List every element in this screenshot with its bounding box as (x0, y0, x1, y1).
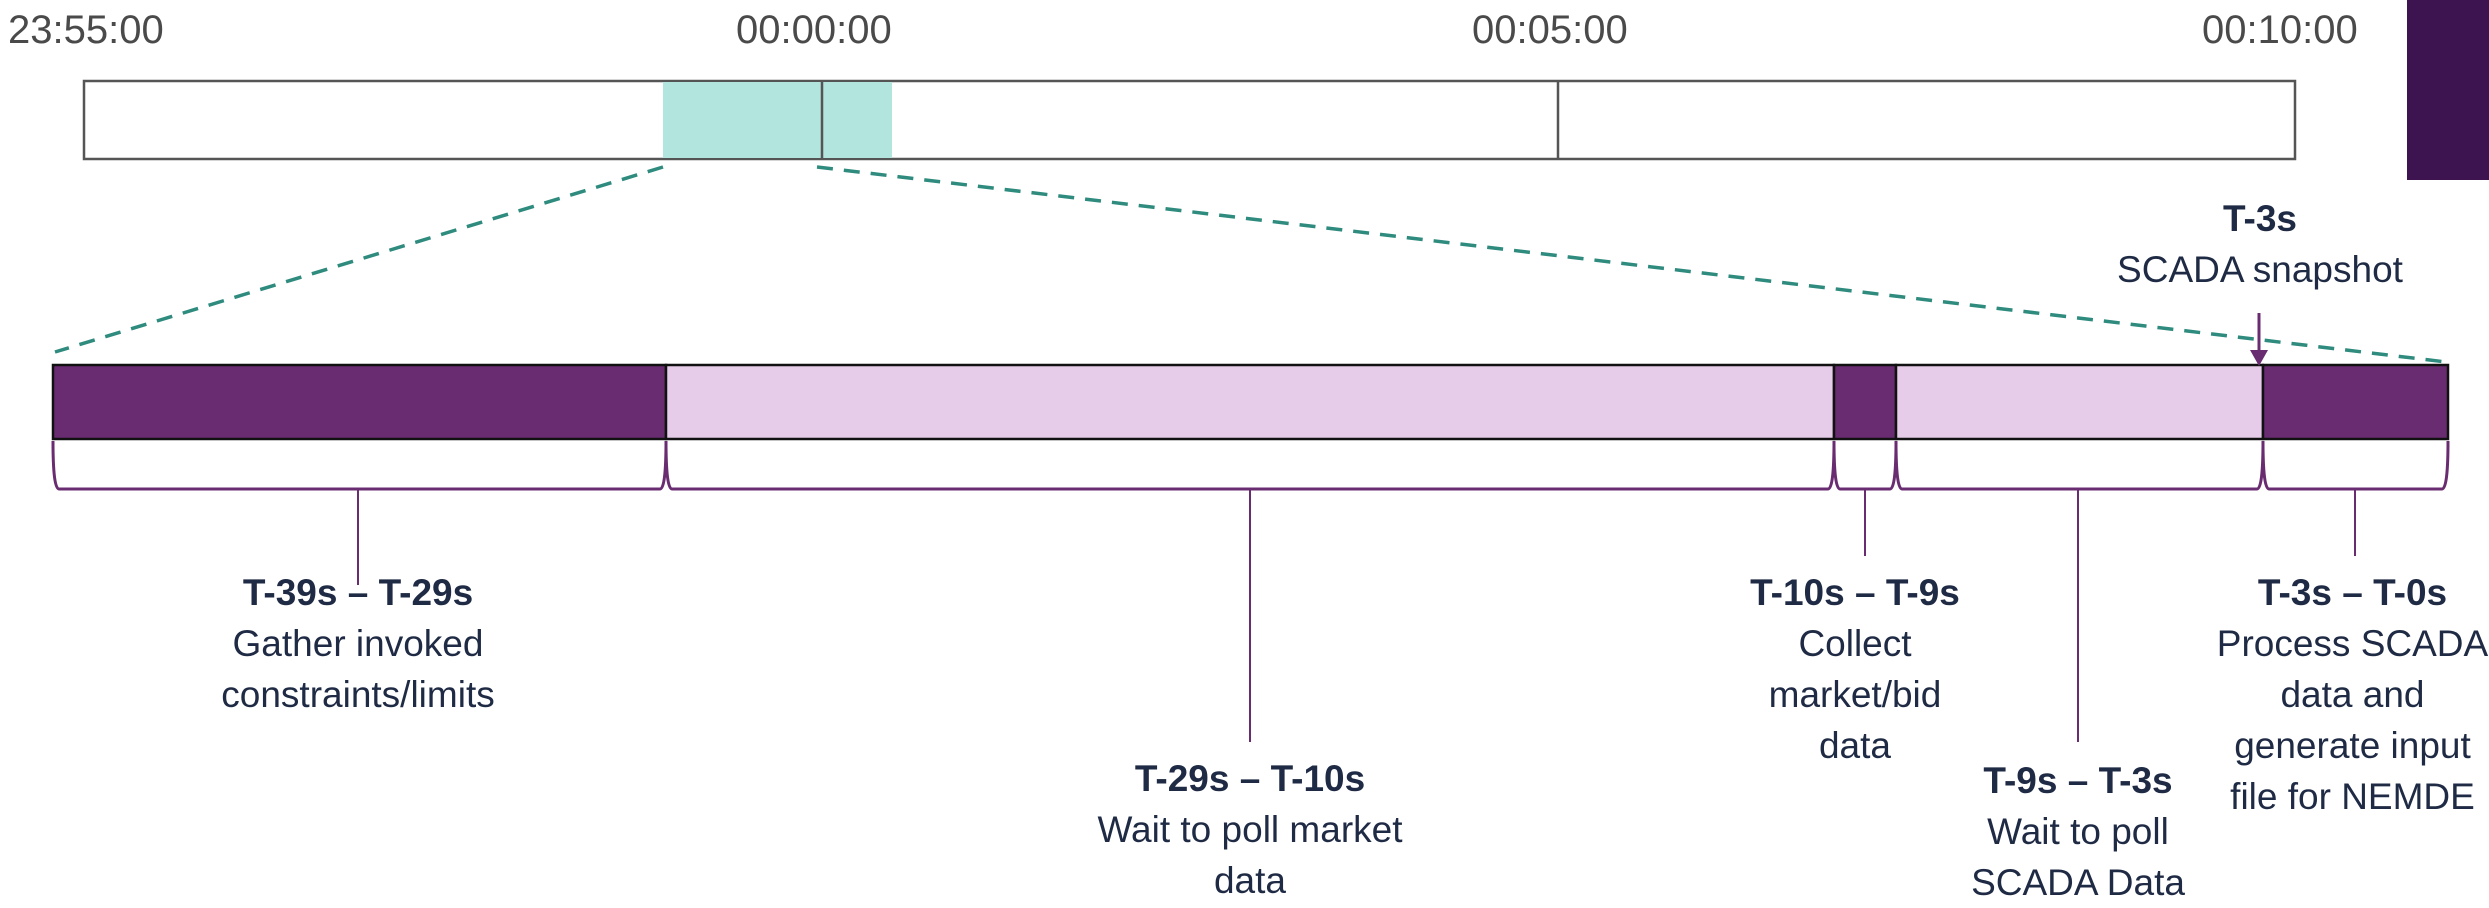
phase-range: T-3s – T-0s (2257, 572, 2448, 613)
bracket-2 (664, 440, 1836, 491)
snapshot-text: SCADA snapshot (2117, 249, 2403, 290)
phase-desc-line: generate input (2234, 725, 2471, 766)
phase-segment-2 (664, 363, 1836, 441)
phase-desc-line: Gather invoked (232, 623, 484, 664)
phase-desc-line: market/bid (1768, 674, 1942, 715)
phase-segment-3 (1832, 363, 1898, 441)
time-label-2355: 23:55:00 (8, 8, 164, 52)
phase-segment-5 (2261, 363, 2450, 441)
phase-segment-4 (1894, 363, 2265, 441)
phase-desc-line: Wait to poll (1987, 811, 2169, 852)
time-label-0000: 00:00:00 (736, 8, 892, 52)
phase-range: T-29s – T-10s (1134, 758, 1366, 799)
phase-segment-1 (51, 363, 668, 441)
phase-desc-line: data and (2280, 674, 2425, 715)
phase-desc-line: file for NEMDE (2230, 776, 2475, 817)
phase-label-5: T-3s – T-0s Process SCADA data and gener… (2216, 567, 2489, 822)
leader-lines (357, 489, 2356, 742)
phase-desc-line: data (1213, 860, 1286, 901)
phase-desc-line: Process SCADA (2216, 623, 2489, 664)
overview-bar (82, 79, 2297, 161)
snapshot-arrowhead (2250, 350, 2268, 366)
phase-desc-line: Collect (1798, 623, 1912, 664)
zoom-projection-right (816, 165, 2447, 364)
phase-label-1: T-39s – T-29s Gather invoked constraints… (158, 567, 558, 720)
time-label-0005: 00:05:00 (1472, 8, 1628, 52)
bracket-3 (1832, 440, 1898, 491)
bracket-4 (1894, 440, 2265, 491)
phase-range: T-10s – T-9s (1750, 572, 1960, 613)
zoom-projection-left (54, 165, 664, 354)
phase-label-4: T-9s – T-3s Wait to poll SCADA Data (1938, 755, 2218, 908)
phase-range: T-9s – T-3s (1983, 760, 2173, 801)
phase-desc-line: constraints/limits (221, 674, 495, 715)
bracket-5 (2261, 440, 2450, 491)
phase-range: T-39s – T-29s (242, 572, 474, 613)
phase-desc-line: Wait to poll market (1097, 809, 1403, 850)
phase-brackets (51, 440, 2450, 491)
time-label-0010: 00:10:00 (2202, 8, 2358, 52)
phase-label-3: T-10s – T-9s Collect market/bid data (1715, 567, 1995, 771)
phase-desc-line: data (1818, 725, 1891, 766)
zoom-window-highlight (663, 82, 892, 158)
snapshot-label: T-3s SCADA snapshot (2080, 193, 2440, 295)
corner-decoration (2407, 0, 2489, 180)
bracket-1 (51, 440, 668, 491)
phase-desc-line: SCADA Data (1971, 862, 2185, 903)
phase-label-2: T-29s – T-10s Wait to poll market data (1050, 753, 1450, 906)
snapshot-time: T-3s (2222, 198, 2298, 239)
